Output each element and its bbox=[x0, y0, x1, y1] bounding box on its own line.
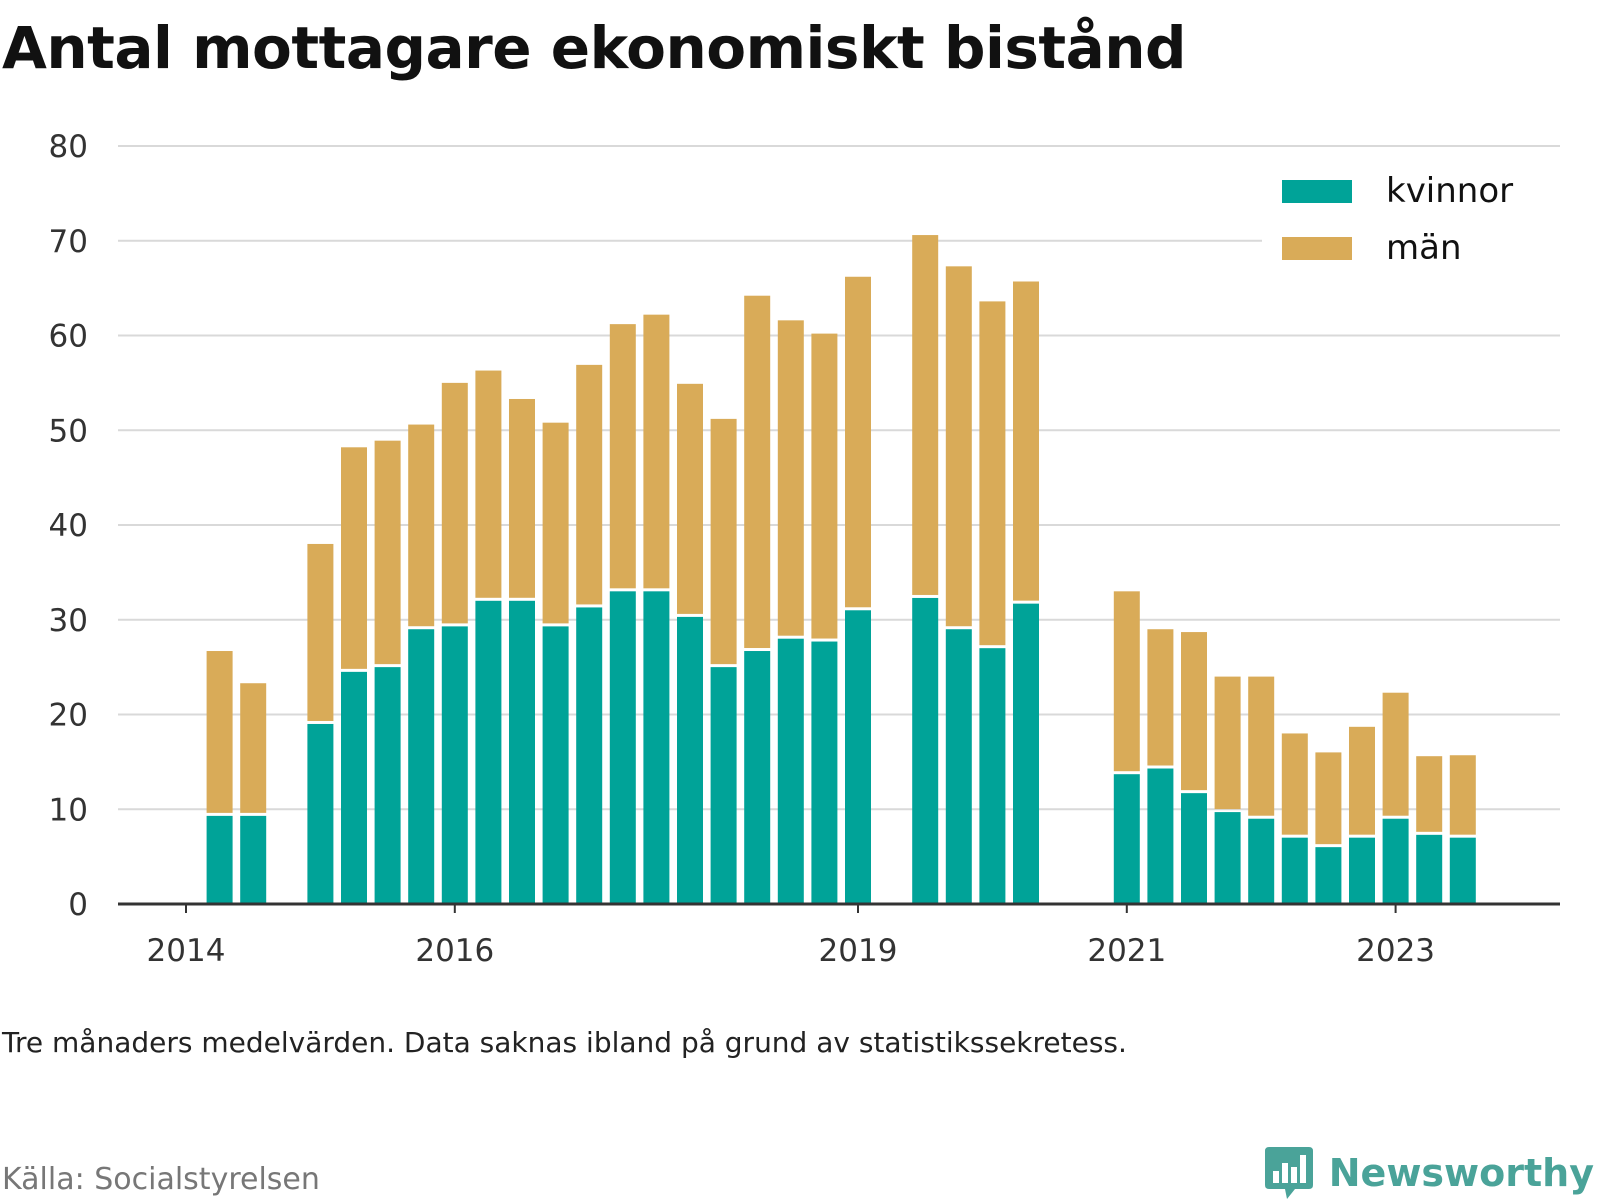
bar-man bbox=[1416, 756, 1443, 832]
x-tick-label: 2014 bbox=[147, 933, 226, 969]
bar-kvinnor bbox=[408, 629, 435, 904]
brand-name: Newsworthy bbox=[1328, 1151, 1594, 1195]
bar-kvinnor bbox=[1147, 768, 1174, 904]
bars bbox=[206, 235, 1476, 904]
bar-man bbox=[945, 266, 972, 627]
legend-label: kvinnor bbox=[1386, 171, 1513, 211]
bar-kvinnor bbox=[374, 667, 401, 904]
bar-man bbox=[307, 543, 334, 721]
bar-kvinnor bbox=[441, 626, 468, 904]
bar-kvinnor bbox=[945, 629, 972, 904]
bar-kvinnor bbox=[811, 641, 838, 904]
bar-man bbox=[542, 422, 569, 624]
bar-kvinnor bbox=[1113, 774, 1140, 904]
y-tick-label: 60 bbox=[49, 319, 88, 355]
source-label: Källa: Socialstyrelsen bbox=[2, 1162, 320, 1197]
bar-kvinnor bbox=[475, 600, 502, 904]
bar-man bbox=[1113, 591, 1140, 772]
y-tick-label: 20 bbox=[49, 698, 88, 734]
y-tick-label: 50 bbox=[49, 413, 88, 449]
y-tick-label: 30 bbox=[49, 603, 88, 639]
bar-kvinnor bbox=[1248, 818, 1275, 904]
bar-man bbox=[1248, 676, 1275, 816]
legend: kvinnor män bbox=[1262, 168, 1562, 276]
bar-man bbox=[475, 370, 502, 598]
bar-kvinnor bbox=[1349, 837, 1375, 904]
bar-kvinnor bbox=[1013, 603, 1039, 904]
x-tick-label: 2021 bbox=[1087, 933, 1166, 969]
bar-kvinnor bbox=[341, 671, 367, 904]
bar-kvinnor bbox=[1449, 837, 1476, 904]
y-tick-label: 10 bbox=[49, 792, 88, 828]
bar-man bbox=[1382, 692, 1409, 816]
bar-kvinnor bbox=[1382, 818, 1409, 904]
x-tick-label: 2016 bbox=[415, 933, 494, 969]
bar-man bbox=[845, 276, 871, 608]
bar-kvinnor bbox=[777, 638, 804, 904]
bar-man bbox=[811, 333, 838, 639]
bar-kvinnor bbox=[1214, 812, 1241, 904]
bar-man bbox=[1181, 632, 1207, 791]
bar-man bbox=[609, 324, 636, 589]
bar-man bbox=[1349, 726, 1375, 835]
x-tick-label: 2019 bbox=[819, 933, 898, 969]
bar-man bbox=[240, 683, 267, 813]
bar-man bbox=[1214, 676, 1241, 810]
bar-man bbox=[643, 314, 670, 589]
bar-man bbox=[912, 235, 939, 595]
bar-chart-logo-icon bbox=[1264, 1147, 1313, 1199]
y-tick-label: 0 bbox=[68, 887, 88, 923]
bar-man bbox=[1449, 755, 1476, 835]
bar-man bbox=[576, 364, 603, 605]
bar-kvinnor bbox=[845, 610, 871, 904]
bar-man bbox=[206, 651, 233, 813]
bar-man bbox=[509, 398, 535, 598]
brand-logo[interactable]: Newsworthy bbox=[1263, 1143, 1594, 1203]
legend-swatch bbox=[1282, 180, 1352, 203]
y-axis-labels: 0 10 20 30 40 50 60 70 80 bbox=[49, 129, 88, 923]
bar-kvinnor bbox=[1181, 793, 1207, 904]
bar-kvinnor bbox=[509, 600, 535, 904]
bar-kvinnor bbox=[912, 597, 939, 904]
legend-label: män bbox=[1386, 228, 1462, 268]
bar-chart: 0 10 20 30 40 50 60 70 80 2014 2016 2019 2021 2023 k… bbox=[49, 129, 1562, 969]
bar-man bbox=[710, 418, 737, 665]
bar-man bbox=[341, 447, 367, 669]
bar-kvinnor bbox=[307, 723, 334, 904]
bar-man bbox=[744, 295, 771, 649]
bar-kvinnor bbox=[1315, 847, 1342, 904]
bar-man bbox=[1281, 733, 1308, 835]
y-tick-label: 80 bbox=[49, 129, 88, 165]
bar-man bbox=[441, 382, 468, 624]
bar-man bbox=[677, 383, 703, 614]
bar-kvinnor bbox=[206, 815, 233, 904]
bar-man bbox=[1147, 629, 1174, 766]
bar-man bbox=[374, 440, 401, 665]
legend-swatch bbox=[1282, 237, 1352, 260]
bar-man bbox=[1315, 752, 1342, 845]
bar-kvinnor bbox=[643, 591, 670, 904]
bar-man bbox=[408, 424, 435, 627]
bar-kvinnor bbox=[979, 648, 1006, 904]
bar-kvinnor bbox=[576, 607, 603, 904]
bar-kvinnor bbox=[677, 616, 703, 904]
bar-kvinnor bbox=[744, 651, 771, 904]
chart-title: Antal mottagare ekonomiskt bistånd bbox=[2, 14, 1187, 82]
bar-kvinnor bbox=[240, 815, 267, 904]
x-axis: 2014 2016 2019 2021 2023 bbox=[118, 902, 1560, 969]
bar-man bbox=[1013, 281, 1039, 601]
x-tick-label: 2023 bbox=[1356, 933, 1435, 969]
bar-kvinnor bbox=[1416, 834, 1443, 904]
bar-kvinnor bbox=[710, 667, 737, 904]
bar-kvinnor bbox=[609, 591, 636, 904]
chart-note: Tre månaders medelvärden. Data saknas ib… bbox=[2, 1026, 1127, 1059]
y-tick-label: 40 bbox=[49, 508, 88, 544]
bar-kvinnor bbox=[542, 626, 569, 904]
bar-man bbox=[979, 301, 1006, 646]
bar-man bbox=[777, 320, 804, 636]
y-tick-label: 70 bbox=[49, 224, 88, 260]
bar-kvinnor bbox=[1281, 837, 1308, 904]
